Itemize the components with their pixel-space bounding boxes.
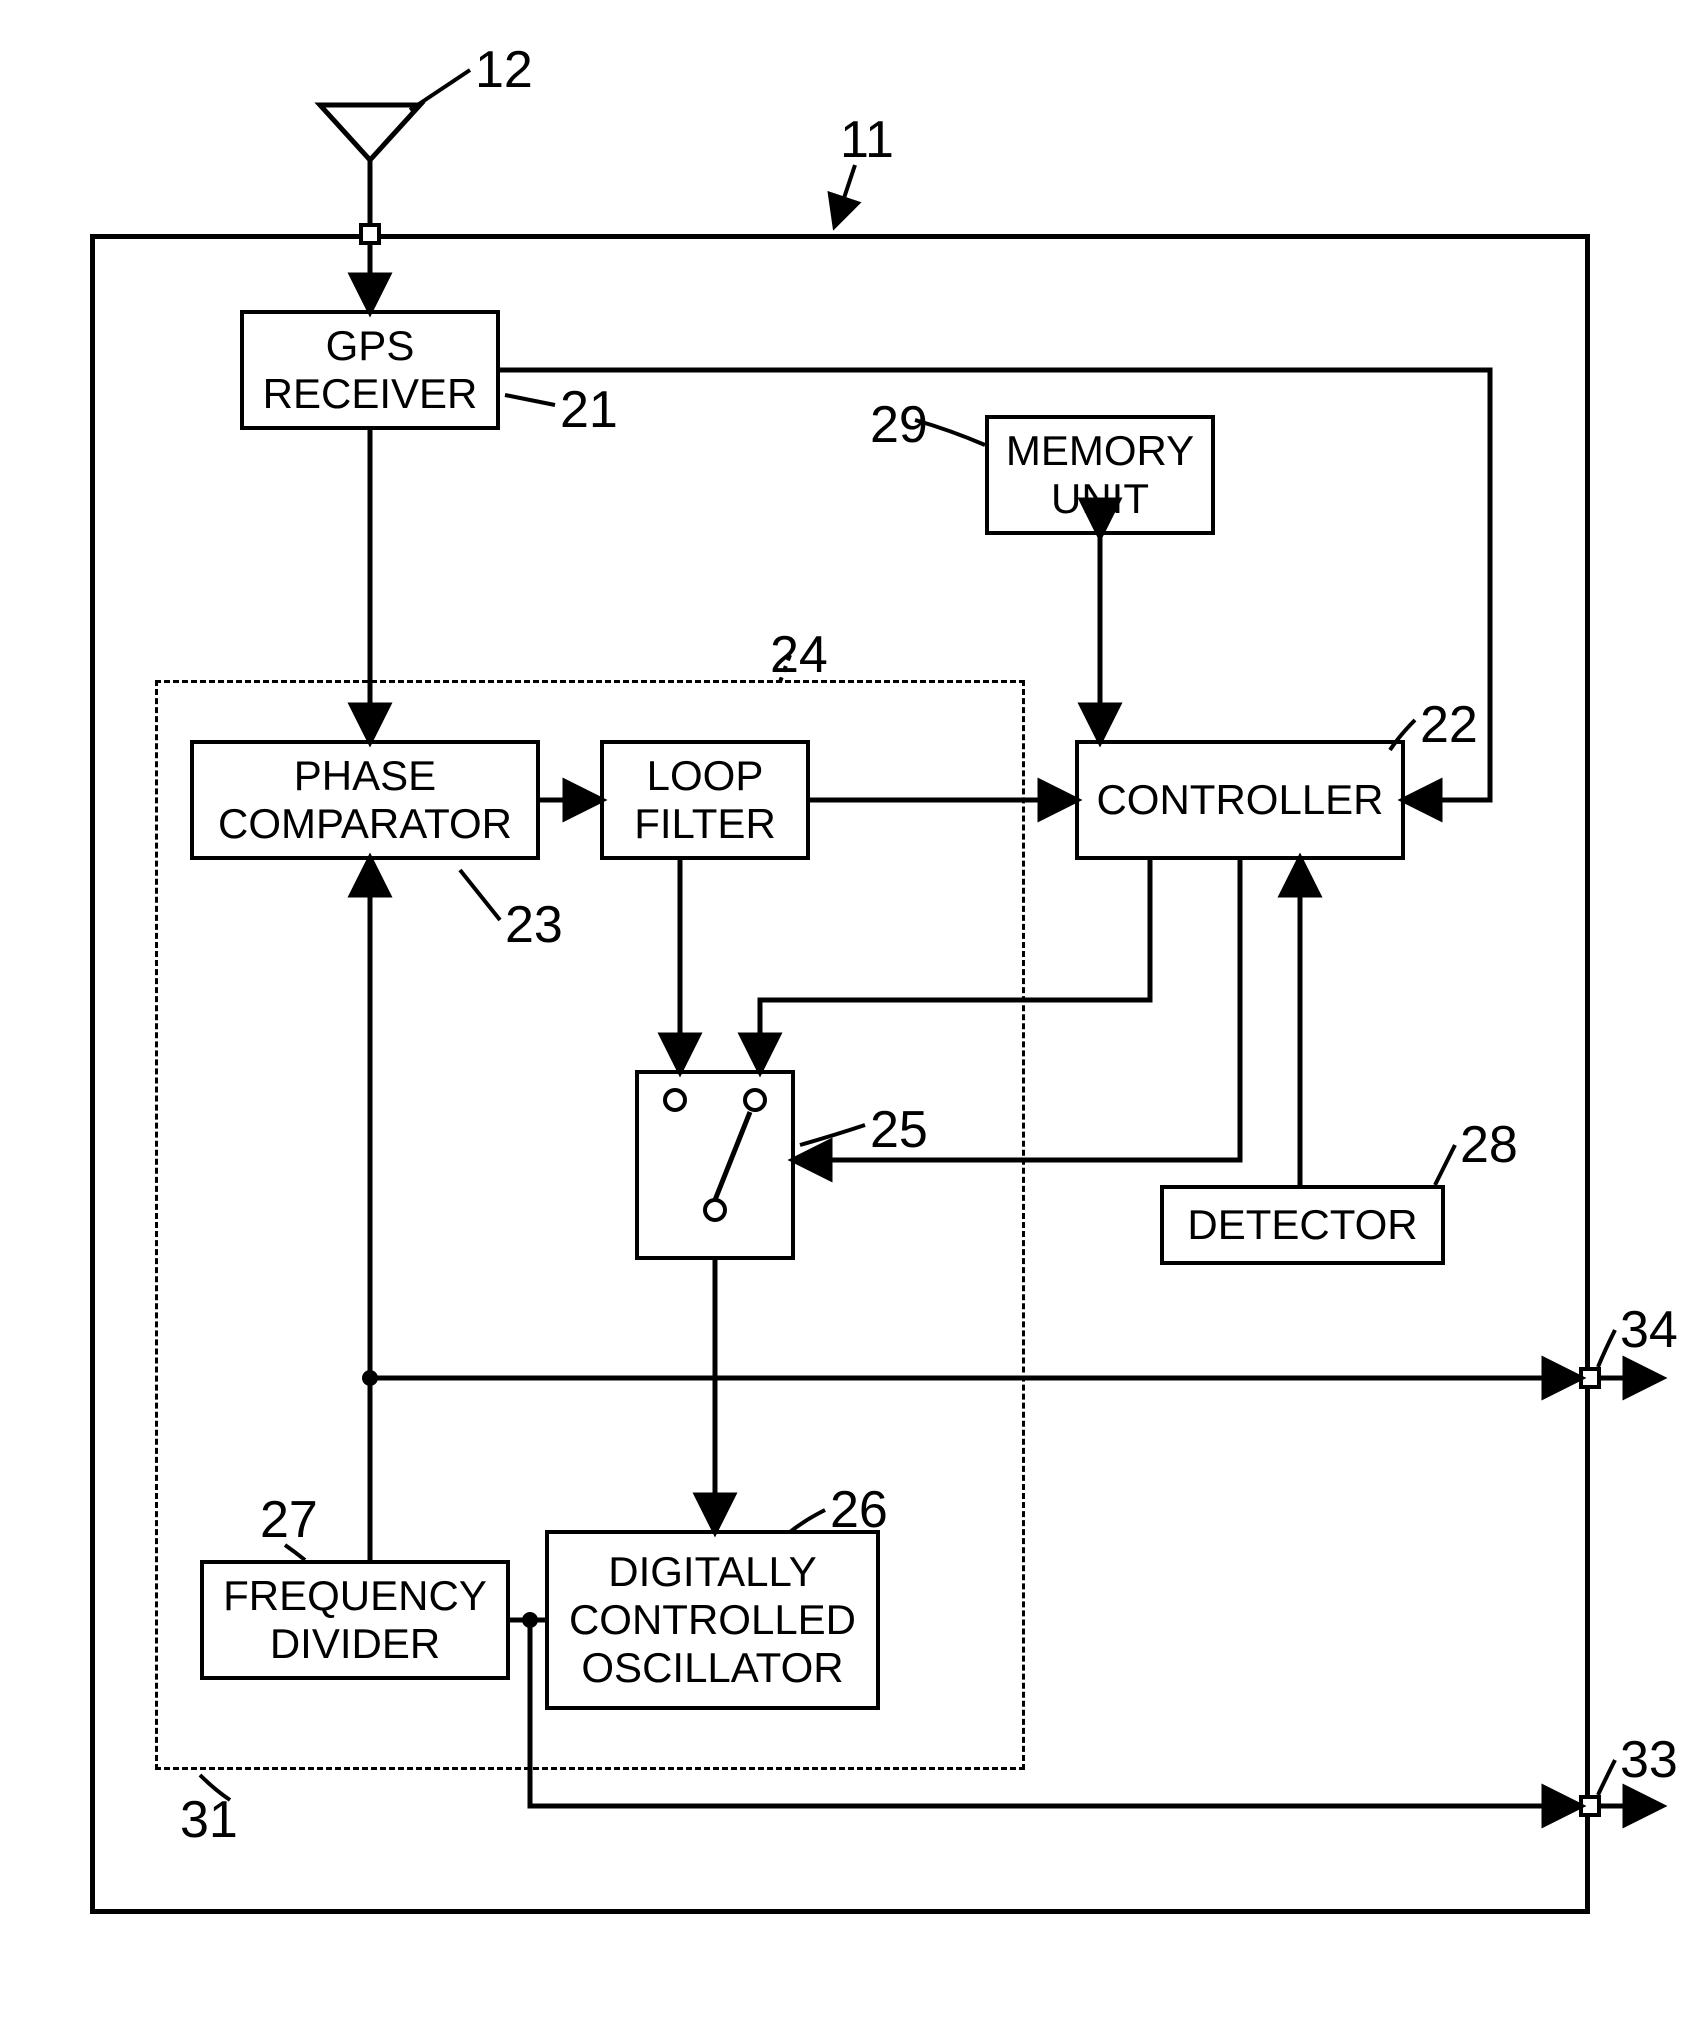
ref-26: 26 [830,1480,888,1540]
loop-filter-block: LOOPFILTER [600,740,810,860]
dco-block: DIGITALLYCONTROLLEDOSCILLATOR [545,1530,880,1710]
ref-33: 33 [1620,1730,1678,1790]
ref-22: 22 [1420,695,1478,755]
output-port-34 [1579,1367,1601,1389]
controller-block: CONTROLLER [1075,740,1405,860]
memory-unit-block: MEMORYUNIT [985,415,1215,535]
ref-31: 31 [180,1790,238,1850]
ref-24: 24 [770,625,828,685]
output-port-33 [1579,1795,1601,1817]
antenna-port [359,223,381,245]
phase-comparator-label: PHASECOMPARATOR [218,752,512,849]
diagram-canvas: GPSRECEIVER MEMORYUNIT PHASECOMPARATOR L… [0,0,1687,2022]
gps-receiver-label: GPSRECEIVER [263,322,478,419]
detector-block: DETECTOR [1160,1185,1445,1265]
loop-filter-label: LOOPFILTER [634,752,776,849]
ref-29: 29 [870,395,928,455]
ref-28: 28 [1460,1115,1518,1175]
frequency-divider-label: FREQUENCYDIVIDER [223,1572,487,1669]
ref-34: 34 [1620,1300,1678,1360]
antenna-icon [320,105,420,223]
frequency-divider-block: FREQUENCYDIVIDER [200,1560,510,1680]
ref-23: 23 [505,895,563,955]
detector-label: DETECTOR [1187,1201,1417,1249]
gps-receiver-block: GPSRECEIVER [240,310,500,430]
switch-block [635,1070,795,1260]
phase-comparator-block: PHASECOMPARATOR [190,740,540,860]
ref-21: 21 [560,380,618,440]
dco-label: DIGITALLYCONTROLLEDOSCILLATOR [569,1548,856,1693]
ref-11: 11 [840,110,894,170]
ref-27: 27 [260,1490,318,1550]
controller-label: CONTROLLER [1096,776,1383,824]
ref-12: 12 [475,40,533,100]
ref-25: 25 [870,1100,928,1160]
memory-unit-label: MEMORYUNIT [1006,427,1194,524]
